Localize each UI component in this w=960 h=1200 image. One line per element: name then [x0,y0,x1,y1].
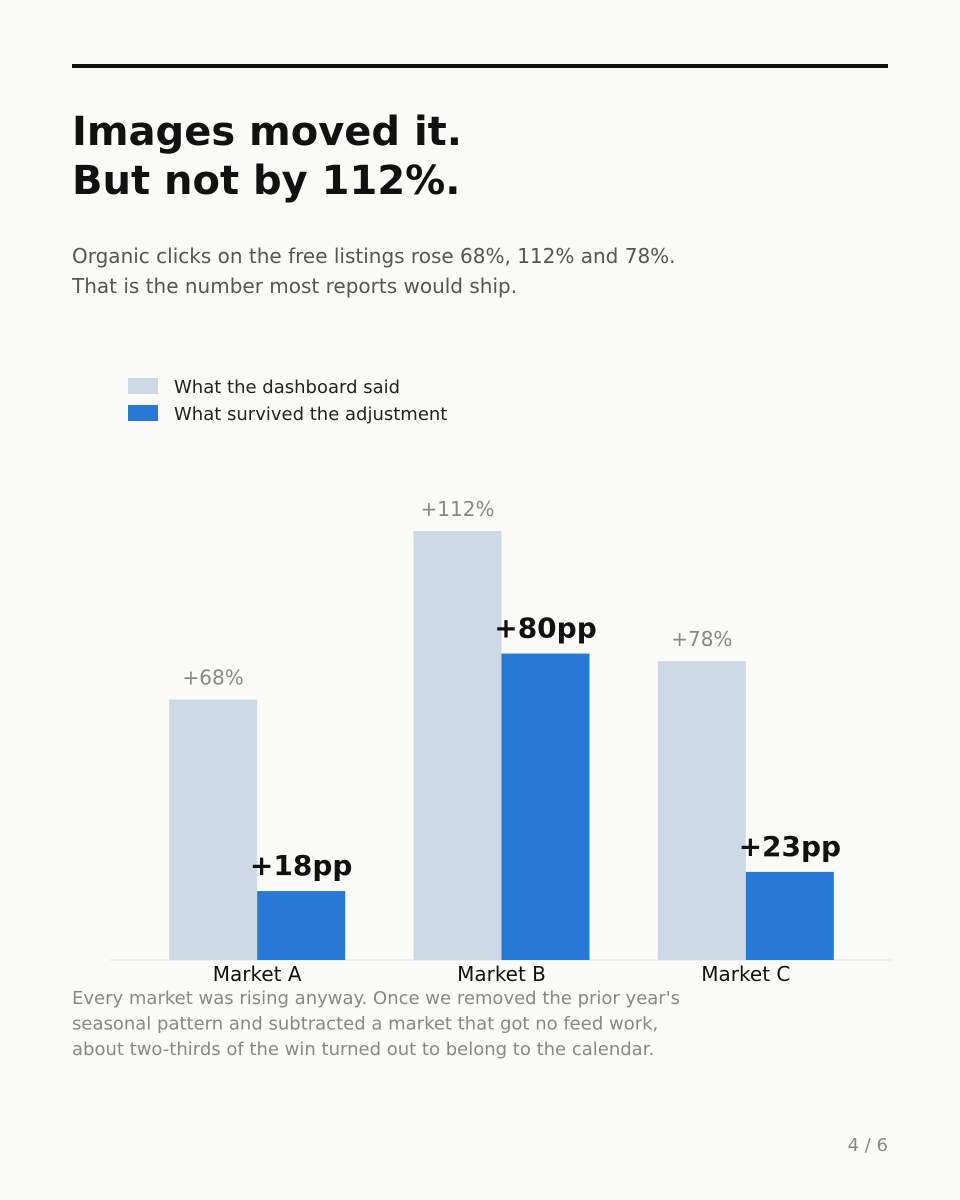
slide-title: But not by 112%. [72,158,460,204]
footnote: Every market was rising anyway. Once we … [72,988,680,1009]
x-tick-label: Market B [457,962,546,986]
value-label: +68% [183,666,244,690]
bar [257,891,346,960]
subtitle: Organic clicks on the free listings rose… [72,244,676,268]
footnote: seasonal pattern and subtracted a market… [72,1014,658,1035]
subtitle: That is the number most reports would sh… [71,274,517,298]
page-number: 4 / 6 [848,1135,888,1156]
legend-label: What survived the adjustment [174,404,447,425]
value-label: +80pp [494,612,597,645]
bar [413,531,502,960]
legend-label: What the dashboard said [174,377,400,398]
x-tick-label: Market A [213,962,302,986]
bar [745,871,834,960]
footnote: about two-thirds of the win turned out t… [72,1039,654,1060]
value-label: +78% [671,627,732,651]
bar [169,699,258,960]
x-tick-label: Market C [701,962,790,986]
slide-title: Images moved it. [72,109,462,155]
legend-swatch [128,378,158,394]
bar [501,653,590,960]
bar [657,661,746,960]
value-label: +112% [421,497,495,521]
value-label: +18pp [250,849,353,882]
value-label: +23pp [739,830,842,863]
legend-swatch [128,405,158,421]
